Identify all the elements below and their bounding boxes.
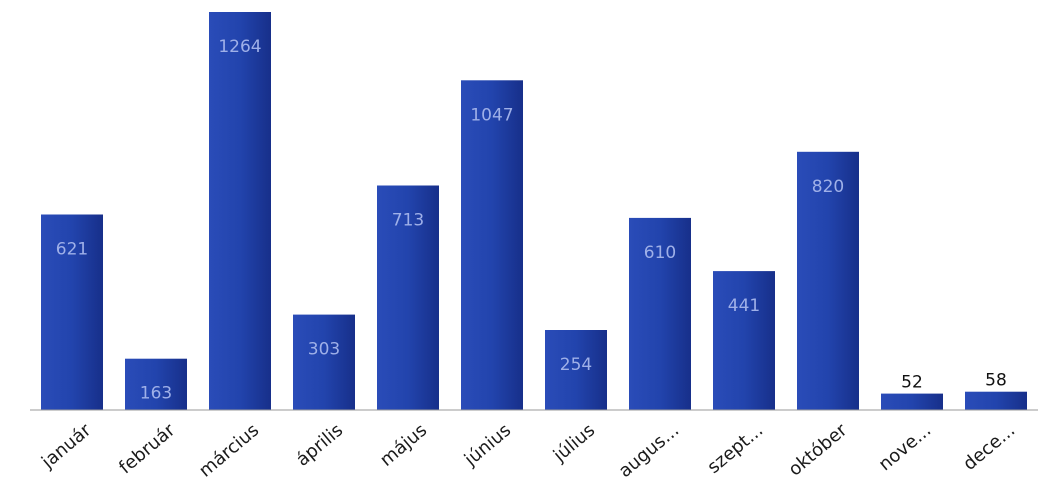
x-tick-label: nove... [875,420,935,475]
bar-value-label: 713 [392,211,424,231]
x-tick-label: január [37,419,96,473]
bar-4 [293,314,355,410]
x-tick-label: március [195,420,263,482]
bar-6 [461,80,523,411]
x-tick-label: október [785,419,852,480]
x-tick-label: február [115,419,180,478]
bar-2 [125,358,187,410]
bar-7 [545,330,607,410]
bar-3 [209,12,271,410]
x-tick-label: május [376,420,431,471]
bar-12 [965,391,1027,410]
x-tick-label: szept... [703,420,767,478]
x-tick-label: dece... [959,420,1019,475]
x-tick-labels: január február március április május június jú… [37,419,1019,482]
bar-5 [377,185,439,410]
x-tick-label: július [549,420,599,467]
x-tick-label: június [460,420,515,471]
bars-group: 621 163 1264 303 713 1047 254 610 441 820 52 58 [41,12,1027,411]
bar-value-label: 254 [560,355,592,375]
bar-1 [41,214,103,410]
bar-value-label: 820 [812,177,844,197]
bar-value-label: 1264 [218,37,261,57]
bar-value-label: 1047 [470,105,513,125]
bar-10 [797,151,859,411]
bar-value-label: 163 [140,384,172,404]
bar-8 [629,217,691,410]
bar-value-label: 58 [985,371,1007,391]
bar-value-label: 52 [901,373,923,393]
x-tick-label: április [292,420,347,471]
bar-value-label: 610 [644,243,676,263]
bar-value-label: 441 [728,296,760,316]
bar-value-label: 303 [308,340,340,360]
bar-value-label: 621 [56,240,88,260]
x-tick-label: augus... [615,420,684,482]
bar-9 [713,271,775,410]
bar-11 [881,393,943,410]
